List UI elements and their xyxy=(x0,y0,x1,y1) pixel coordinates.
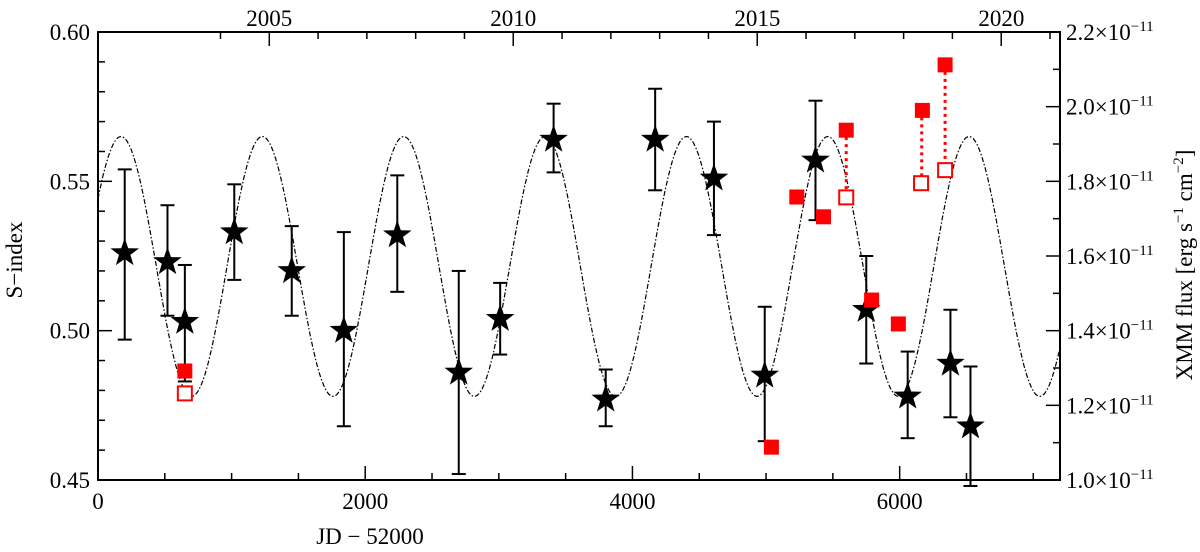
s-index-star xyxy=(801,145,830,173)
s-index-star xyxy=(110,238,139,266)
xmm-filled-square xyxy=(838,122,854,138)
xmm-open-square xyxy=(913,175,930,192)
y-tick-label: 0.55 xyxy=(50,169,90,194)
xmm-layer xyxy=(176,57,954,455)
xmm-link-layer xyxy=(844,64,947,198)
s-index-star xyxy=(220,217,249,245)
y2-tick-label: 2.0×10−11 xyxy=(1066,94,1154,120)
cycle-model-layer xyxy=(97,135,1061,398)
x-tick-label: 4000 xyxy=(609,489,655,514)
s-index-star xyxy=(956,411,985,439)
y2-tick-label: 1.4×10−11 xyxy=(1066,318,1154,344)
s-index-star xyxy=(277,255,306,284)
y2-tick-label: 1.2×10−11 xyxy=(1066,392,1154,418)
top-tick-label: 2005 xyxy=(246,6,292,31)
tick-label-layer: 0 2000 4000 6000 2005 2010 2015 2020 0.45 0.50 0.5… xyxy=(50,6,1154,514)
xmm-filled-square xyxy=(937,57,953,73)
x-axis-title: JD − 52000 xyxy=(316,524,424,549)
s-index-star xyxy=(640,124,670,152)
s-index-star xyxy=(539,124,568,152)
s-index-star xyxy=(383,220,412,248)
y-tick-label: 0.45 xyxy=(50,468,90,493)
y2-tick-label: 1.6×10−11 xyxy=(1066,243,1154,269)
s-index-star xyxy=(170,306,200,334)
top-tick-label: 2015 xyxy=(734,6,780,31)
xmm-filled-square xyxy=(864,292,880,308)
x-tick-label: 2000 xyxy=(342,489,388,514)
s-index-star xyxy=(444,357,473,385)
s-index-star xyxy=(699,163,729,191)
y2-tick-label: 1.8×10−11 xyxy=(1066,168,1154,194)
xmm-open-square xyxy=(176,385,193,402)
cycle-model-curve xyxy=(97,135,1061,398)
s-index-star xyxy=(893,381,922,409)
xmm-open-square xyxy=(937,162,954,179)
tick-layer xyxy=(97,31,1060,481)
s-index-star xyxy=(485,303,515,331)
s-index-star xyxy=(591,384,620,412)
xmm-filled-square xyxy=(816,209,832,225)
y-axis-title: S−index xyxy=(2,221,27,298)
y2-tick-label: 1.0×10−11 xyxy=(1066,467,1154,493)
s-index-star xyxy=(852,294,881,322)
x-tick-label: 0 xyxy=(92,489,104,514)
xmm-filled-square xyxy=(890,316,906,332)
top-tick-label: 2020 xyxy=(978,6,1024,31)
s-index-star xyxy=(329,315,359,343)
s-index-star xyxy=(750,360,779,388)
y-tick-label: 0.60 xyxy=(50,20,90,45)
y2-tick-label: 2.2×10−11 xyxy=(1066,19,1154,45)
xmm-open-square xyxy=(838,189,855,206)
xmm-filled-square xyxy=(914,102,930,118)
s-index-layer xyxy=(110,87,985,487)
top-tick-label: 2010 xyxy=(490,6,536,31)
x-tick-label: 6000 xyxy=(877,489,923,514)
xmm-filled-square xyxy=(789,189,805,205)
s-index-star xyxy=(936,348,965,376)
y-tick-label: 0.50 xyxy=(50,319,90,344)
xmm-filled-square xyxy=(177,363,193,379)
s-index-star xyxy=(153,247,182,275)
xmm-filled-square xyxy=(763,439,779,455)
y2-axis-title: XMM flux [erg s−1 cm−2] xyxy=(1171,150,1197,381)
